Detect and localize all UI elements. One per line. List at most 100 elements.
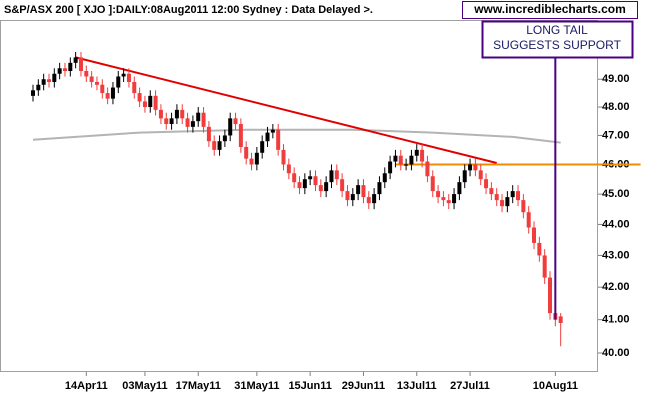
x-tick-label: 13Jul11 (397, 380, 437, 392)
candle-body (132, 81, 137, 94)
candle-body (292, 173, 297, 183)
y-tick-label: 45.00 (602, 188, 630, 200)
candle-body (489, 188, 494, 195)
candle-body (457, 182, 462, 195)
candle-body (361, 185, 366, 198)
candle-body (366, 197, 371, 204)
candle-body (409, 155, 414, 165)
candle-body (318, 185, 323, 192)
candle-body (238, 124, 243, 147)
y-tick-label: 49.00 (602, 73, 630, 85)
candle-body (329, 170, 334, 183)
candle-body (153, 95, 158, 110)
candle-body (46, 79, 51, 82)
x-tick-label: 17May11 (176, 380, 221, 392)
candle-body (244, 146, 249, 159)
candle-body (116, 76, 121, 88)
candle-body (398, 155, 403, 165)
candle-body (105, 93, 110, 99)
candle-body (382, 173, 387, 183)
x-tick-label: 27Jul11 (450, 380, 490, 392)
candle-body (84, 71, 89, 77)
candle-body (36, 84, 41, 91)
candle-body (281, 149, 286, 165)
candle-body (206, 126, 211, 142)
candle-body (110, 87, 115, 99)
candle-body (372, 194, 377, 204)
candle-body (196, 112, 201, 122)
candle-body (217, 141, 222, 150)
candle-body (468, 164, 473, 171)
chart-title: S&P/ASX 200 [ XJO ]:DAILY:08Aug2011 12:0… (4, 4, 373, 16)
x-tick-label: 31May11 (234, 380, 279, 392)
y-tick-label: 44.00 (602, 218, 630, 230)
candle-body (510, 191, 515, 198)
candle-body (462, 170, 467, 183)
x-tick-label: 10Aug11 (533, 380, 578, 392)
candle-body (222, 135, 227, 142)
annotation-text: LONG TAIL (526, 23, 588, 37)
candle-body (169, 118, 174, 125)
candle-body (297, 182, 302, 189)
candle-body (334, 170, 339, 180)
candle-body (446, 200, 451, 204)
candle-body (340, 179, 345, 192)
candle-body (190, 121, 195, 127)
candle-body (345, 191, 350, 201)
candle-body (484, 179, 489, 189)
candle-body (174, 109, 179, 119)
candle-body (180, 109, 185, 119)
x-tick-label: 14Apr11 (65, 380, 108, 392)
candle-body (68, 62, 73, 72)
y-tick-label: 41.00 (602, 314, 630, 326)
x-tick-label: 03May11 (122, 380, 167, 392)
candle-body (505, 197, 510, 207)
candle-body (548, 277, 553, 314)
candle-body (276, 129, 281, 150)
candle-body (126, 73, 131, 82)
candle-body (414, 149, 419, 156)
candle-body (324, 182, 329, 192)
candle-body (441, 197, 446, 201)
candle-body (478, 170, 483, 180)
candle-body (302, 179, 307, 189)
candle-body (94, 81, 99, 85)
y-tick-label: 40.00 (602, 347, 630, 359)
y-tick-label: 47.00 (602, 129, 630, 141)
candle-body (350, 194, 355, 201)
candle-body (78, 57, 83, 72)
candle-body (31, 90, 35, 96)
candle-body (52, 73, 57, 82)
candle-body (420, 149, 425, 162)
candle-body (377, 182, 382, 195)
candle-body (137, 93, 142, 102)
candle-body (164, 118, 169, 125)
candle-body (73, 57, 78, 63)
candle-body (430, 176, 435, 192)
candle-body (516, 191, 521, 201)
annotation-text: SUGGESTS SUPPORT (493, 38, 621, 52)
candle-body (521, 200, 526, 213)
y-tick-label: 48.00 (602, 101, 630, 113)
candle-body (62, 68, 67, 72)
candle-body (158, 109, 163, 119)
candle-body (313, 176, 318, 186)
candle-body (57, 68, 62, 74)
x-tick-label: 29Jun11 (342, 380, 385, 392)
candle-body (100, 84, 105, 94)
candle-body (265, 132, 270, 142)
plot-frame (0, 20, 598, 372)
candle-body (356, 185, 361, 195)
candle-body (452, 194, 457, 204)
candle-body (404, 164, 409, 166)
candle-body (142, 101, 147, 108)
candle-body (185, 118, 190, 127)
candle-body (286, 164, 291, 174)
candle-body (532, 227, 537, 243)
candle-body (260, 141, 265, 153)
candle-body (254, 152, 259, 165)
candle-body (41, 79, 46, 85)
y-tick-label: 42.00 (602, 281, 630, 293)
candle-body (500, 200, 505, 207)
